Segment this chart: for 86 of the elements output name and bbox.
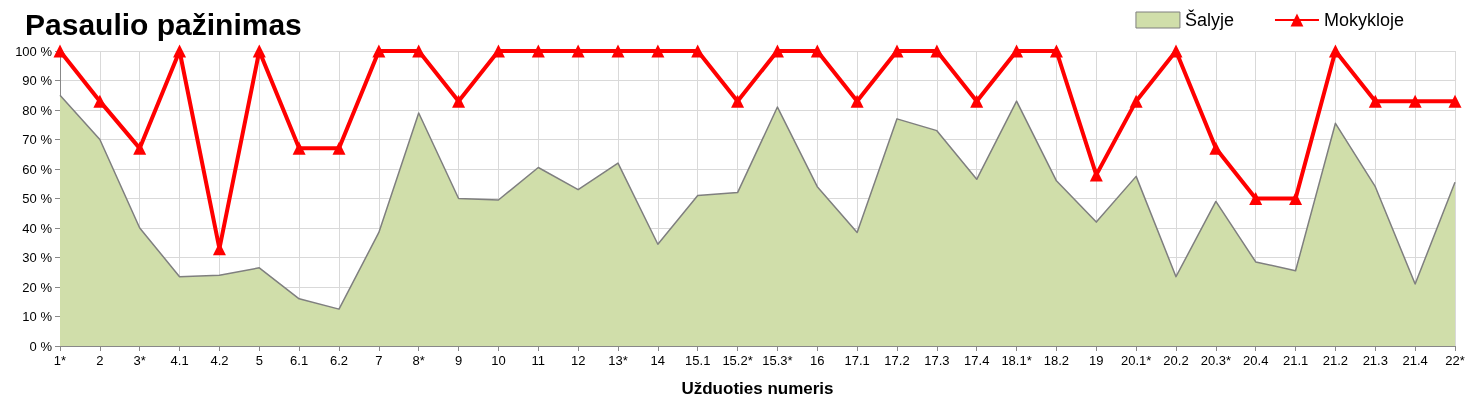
point bbox=[1129, 94, 1143, 108]
point bbox=[1089, 168, 1103, 182]
point bbox=[1368, 94, 1382, 108]
y-tick-label: 40 % bbox=[22, 220, 53, 236]
legend-label: Mokykloje bbox=[1323, 10, 1405, 30]
x-tick-label: 5 bbox=[255, 353, 263, 368]
point bbox=[1289, 192, 1303, 205]
x-tick-label: 12 bbox=[570, 353, 586, 368]
x-tick-label: 15.1 bbox=[685, 353, 711, 368]
y-tick-label: 10 % bbox=[22, 309, 53, 324]
x-tick-label: 17.4 bbox=[964, 353, 990, 368]
x-tick-label: 13* bbox=[608, 353, 628, 368]
x-tick-label: 15.2* bbox=[722, 353, 753, 368]
point bbox=[611, 44, 625, 58]
point bbox=[1328, 44, 1342, 58]
y-tick-label: 60 % bbox=[22, 161, 53, 177]
y-tick-label: 20 % bbox=[22, 279, 53, 295]
y-tick-label: 80 % bbox=[22, 102, 53, 118]
point bbox=[452, 94, 466, 108]
x-tick-label: 17.1 bbox=[844, 353, 870, 368]
point bbox=[1408, 94, 1422, 108]
x-tick-label: 17.2 bbox=[884, 353, 910, 368]
point bbox=[332, 141, 346, 155]
point bbox=[1169, 44, 1183, 58]
point bbox=[890, 44, 904, 58]
x-tick-label: 8* bbox=[412, 353, 425, 368]
point bbox=[1249, 192, 1263, 205]
point bbox=[731, 94, 745, 108]
x-tick-label: 6.2 bbox=[329, 353, 349, 368]
point bbox=[930, 44, 944, 58]
point bbox=[1049, 44, 1063, 58]
y-tick-label: 0 % bbox=[29, 338, 53, 354]
point bbox=[810, 44, 824, 58]
x-tick-label: 11 bbox=[531, 353, 546, 368]
x-tick-label: 18.1* bbox=[1001, 353, 1032, 368]
y-tick-label: 100 % bbox=[15, 43, 53, 59]
x-tick-label: 3* bbox=[133, 353, 146, 368]
x-axis-title: Užduoties numeris bbox=[681, 379, 834, 398]
point bbox=[173, 44, 187, 58]
point bbox=[1448, 94, 1462, 108]
y-tick-label: 30 % bbox=[22, 250, 53, 265]
point bbox=[412, 44, 426, 58]
x-tick-label: 4.2 bbox=[210, 353, 229, 368]
y-tick-label: 90 % bbox=[22, 73, 53, 88]
x-tick-label: 21.4 bbox=[1402, 353, 1428, 368]
point bbox=[531, 44, 545, 58]
point bbox=[1010, 44, 1024, 58]
point bbox=[1209, 141, 1223, 155]
x-tick-label: 14 bbox=[650, 353, 666, 368]
point bbox=[850, 94, 864, 108]
point bbox=[252, 44, 266, 58]
x-tick-label: 9 bbox=[454, 353, 463, 368]
x-tick-label: 21.1 bbox=[1282, 353, 1309, 368]
x-tick-label: 20.3* bbox=[1200, 353, 1232, 368]
chart-title: Pasaulio pažinimas bbox=[25, 7, 302, 41]
y-tick-label: 50 % bbox=[22, 191, 53, 206]
point bbox=[970, 94, 984, 108]
x-tick-label: 6.1 bbox=[290, 353, 309, 368]
point bbox=[491, 44, 505, 58]
x-tick-label: 16 bbox=[810, 353, 825, 368]
point bbox=[133, 141, 147, 155]
point bbox=[691, 44, 705, 58]
x-tick-label: 2 bbox=[96, 353, 104, 368]
x-tick-label: 1* bbox=[53, 353, 67, 368]
point bbox=[53, 44, 67, 58]
x-tick-label: 15.3* bbox=[762, 353, 793, 368]
point bbox=[93, 94, 107, 108]
y-tick-label: 70 % bbox=[22, 132, 53, 147]
x-tick-label: 22* bbox=[1445, 353, 1465, 368]
x-tick-label: 20.1* bbox=[1120, 353, 1152, 368]
x-tick-label: 7 bbox=[375, 353, 383, 368]
point bbox=[372, 44, 386, 58]
x-tick-label: 17.3 bbox=[924, 353, 950, 368]
x-tick-label: 10 bbox=[491, 353, 506, 368]
point bbox=[770, 44, 784, 58]
x-tick-label: 20.4 bbox=[1243, 353, 1269, 368]
x-tick-label: 4.1 bbox=[170, 353, 189, 368]
x-tick-label: 20.2 bbox=[1163, 353, 1189, 368]
point bbox=[651, 44, 665, 58]
point bbox=[292, 141, 306, 155]
legend-label: Šalyje bbox=[1184, 9, 1234, 30]
x-tick-label: 21.2 bbox=[1322, 353, 1349, 368]
x-tick-label: 19 bbox=[1089, 353, 1104, 368]
x-tick-label: 21.3 bbox=[1362, 353, 1388, 368]
point bbox=[571, 44, 585, 58]
x-tick-label: 18.2 bbox=[1043, 353, 1070, 368]
